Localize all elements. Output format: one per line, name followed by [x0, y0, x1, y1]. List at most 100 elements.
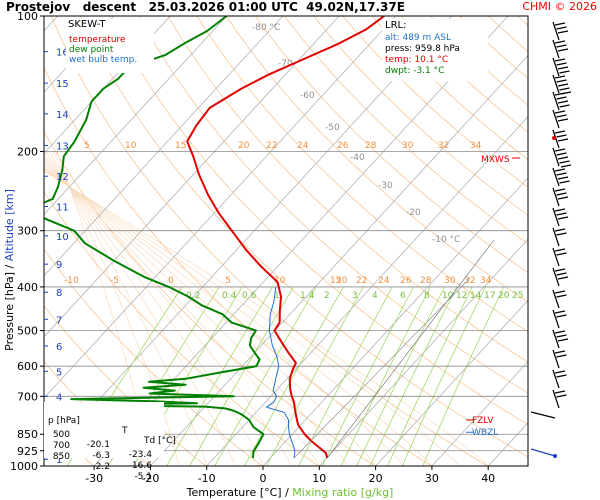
- wind-barb-feather: [554, 248, 566, 252]
- isotherm-line: [431, 360, 528, 466]
- marker-mxws-label: MXWS: [481, 155, 510, 165]
- wind-barb-staff: [552, 349, 560, 369]
- wind-barb-feather: [559, 70, 570, 74]
- wind-barb-feather: [559, 160, 570, 164]
- mixing-ratio-label: 25: [512, 291, 523, 301]
- moist-adiabat-label: 28: [365, 141, 377, 151]
- wind-barb-staff: [552, 187, 560, 207]
- wind-barb-feather: [554, 148, 566, 152]
- wind-barb-feather: [554, 40, 566, 44]
- moist-adiabat-label: -10: [64, 276, 79, 286]
- isotherm-line: [44, 16, 453, 460]
- wind-barb-staff: [552, 129, 560, 149]
- moist-adiabat-label: 15: [330, 276, 341, 286]
- wind-barb-feather: [556, 314, 567, 318]
- wind-barb-feather: [557, 276, 569, 280]
- pressure-tick-label: 850: [17, 428, 38, 441]
- wind-barb-staff: [552, 369, 560, 389]
- wind-barb-feather: [556, 272, 567, 276]
- moist-adiabat-label: 24: [378, 276, 390, 286]
- x-tick-label: 20: [369, 472, 383, 485]
- dry-adiabat-label: -40: [350, 153, 365, 163]
- altitude-tick-label: 16: [56, 48, 69, 59]
- wind-barb-feather: [556, 96, 567, 100]
- table-row: 700 -6.3 -16.6: [44, 431, 164, 471]
- wind-barb-feather: [556, 374, 567, 378]
- table-row: 850 2.2 -5.1: [44, 442, 164, 482]
- wind-barb-staff: [552, 247, 560, 267]
- moist-adiabat-label: 10: [274, 276, 286, 286]
- isotherm-line: [150, 54, 528, 466]
- table-header-td: Td [°C]: [144, 436, 176, 446]
- wind-barb-feather: [554, 92, 566, 96]
- table-cell: -20.1: [86, 440, 110, 450]
- lrl-dwpt: dwpt: -3.1 °C: [385, 66, 445, 76]
- moist-adiabat-label: 15: [175, 141, 186, 151]
- wind-barb-feather: [557, 30, 569, 34]
- wind-barb-feather: [556, 394, 567, 398]
- wind-barb-staff: [530, 448, 556, 457]
- legend-item-wet-bulb: wet bulb temp.: [69, 55, 138, 65]
- wind-barb-feather: [554, 390, 566, 394]
- copyright-link[interactable]: CHMI © 2026: [522, 0, 597, 13]
- table-cell: 700: [52, 441, 70, 451]
- mixing-ratio-label: 4: [372, 291, 378, 301]
- legend-item-temperature: temperature: [69, 35, 126, 45]
- wind-barb-feather: [557, 83, 569, 87]
- dry-adiabat-label: -30: [378, 181, 393, 191]
- mixing-ratio-label: 0.4: [222, 291, 237, 301]
- wind-barb-feather: [554, 75, 566, 79]
- table-cell: -6.3: [92, 451, 110, 461]
- wind-barb-feather: [556, 114, 567, 118]
- y-axis-label-separator: /: [3, 261, 16, 272]
- wind-barb-feather: [557, 156, 569, 160]
- wind-barb-staff: [552, 91, 560, 111]
- pressure-tick-label: 925: [17, 445, 38, 458]
- wind-barb-feather: [554, 350, 566, 354]
- isotherm-line: [44, 16, 396, 399]
- altitude-tick-label: 8: [56, 288, 62, 299]
- pressure-tick-label: 1000: [10, 460, 38, 473]
- wind-barb-feather: [560, 164, 572, 168]
- table-header-p: p [hPa]: [48, 416, 80, 426]
- wind-barb-feather: [556, 294, 567, 298]
- moist-adiabat-label: 22: [356, 276, 367, 286]
- pressure-tick-label: 500: [17, 325, 38, 338]
- dry-adiabat-label: -70: [278, 59, 293, 69]
- y-axis-label: Pressure [hPa] / Altitude [km]: [3, 189, 16, 351]
- moist-adiabat-label: 34: [480, 276, 492, 286]
- wind-barb-feather: [556, 134, 567, 138]
- dry-adiabat-line: [254, 16, 528, 274]
- wind-barb-feather: [559, 104, 570, 108]
- dew-point-line: [44, 16, 265, 459]
- mixing-ratio-label: 6: [400, 291, 406, 301]
- isotherm-line: [319, 238, 528, 466]
- wind-barb-feather: [554, 290, 566, 294]
- dry-adiabat-line: [225, 16, 528, 303]
- wind-barb-feather: [554, 228, 566, 232]
- lrl-press: press: 959.8 hPa: [385, 44, 460, 54]
- dry-adiabat-label: -80 °C: [252, 23, 280, 33]
- dry-adiabat-label: -10 °C: [432, 235, 460, 245]
- wind-barb-feather: [556, 192, 567, 196]
- pressure-tick-label: 200: [17, 145, 38, 158]
- parcel-line: [327, 239, 495, 459]
- wind-barb-feather: [556, 334, 567, 338]
- wind-barb-staff: [552, 329, 560, 349]
- x-axis-label-temperature: Temperature [°C]: [186, 486, 282, 499]
- lrl-box: LRL: alt: 489 m ASL press: 959.8 hPa tem…: [382, 19, 488, 81]
- wind-barb-feather: [557, 216, 569, 220]
- wind-barb-feather: [556, 232, 567, 236]
- wind-barb-feather: [556, 44, 567, 48]
- altitude-tick-label: 4: [56, 392, 62, 403]
- mixing-ratio-label: 2: [324, 291, 330, 301]
- plot-border: [43, 15, 529, 467]
- isotherm-line: [44, 16, 340, 338]
- wind-barb-staff: [552, 389, 560, 409]
- wind-barb-feather: [557, 138, 569, 142]
- wind-barb-feather: [556, 212, 567, 216]
- pressure-tick-label: 600: [17, 360, 38, 373]
- wind-barb-feather: [556, 252, 567, 256]
- lrl-temp: temp: 10.1 °C: [385, 55, 449, 65]
